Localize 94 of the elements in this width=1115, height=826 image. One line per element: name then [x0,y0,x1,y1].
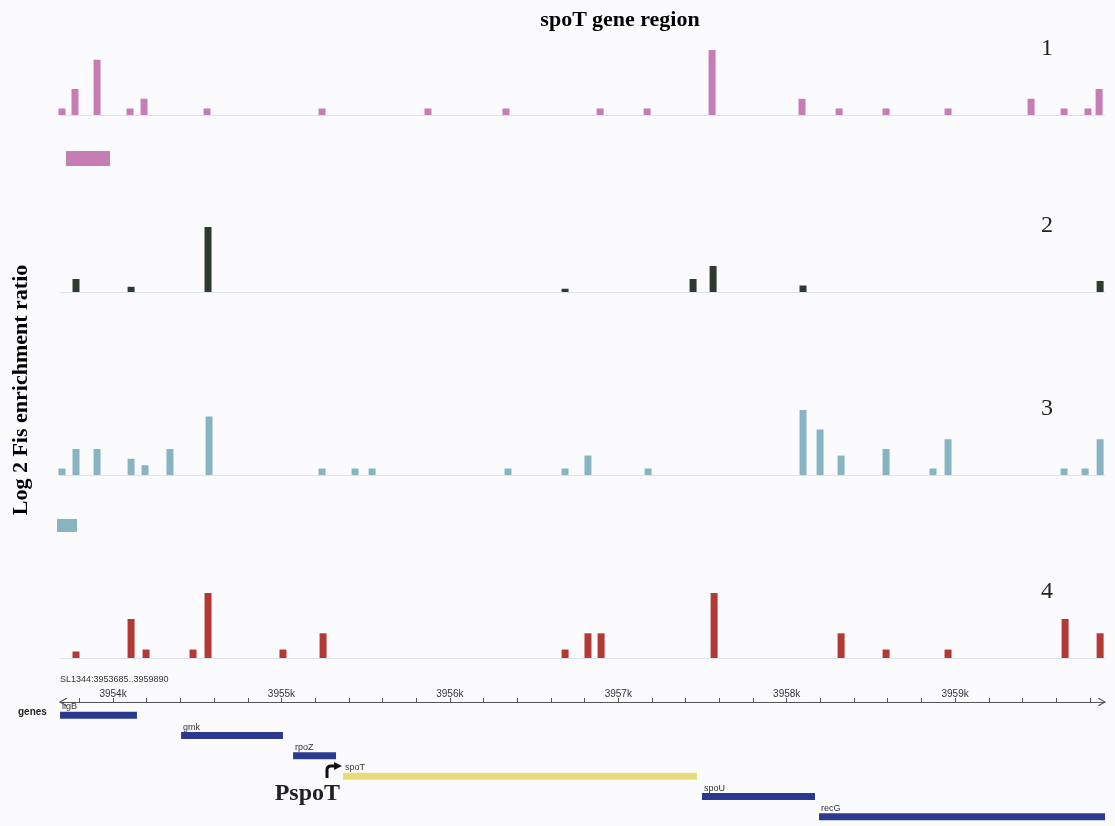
bar [318,108,326,115]
bar [944,649,952,658]
bar [1096,439,1104,475]
bar [584,455,592,475]
bar [882,649,890,658]
bar [1060,468,1068,475]
annotation: 3 [1041,394,1053,420]
bar [944,439,952,475]
x-tick-label: 3957k [604,687,633,699]
bar [93,449,101,475]
bar [1096,633,1104,658]
bar [1081,468,1089,475]
bar [127,286,135,292]
x-tick-label: 3956k [436,687,465,699]
bar [689,279,697,292]
text: SL1344:3953685..3959890 [60,673,169,684]
bar [561,468,569,475]
bar [882,449,890,475]
bar [204,593,212,658]
chart-title: genes [18,705,48,717]
bar [1084,108,1092,115]
y-tick-label: ligB [62,701,78,712]
x-tick-label: 3958k [773,687,802,699]
bar [502,108,510,115]
bar [319,633,327,658]
bar [1027,98,1035,115]
bar [644,468,652,475]
y-tick-label: recG [821,802,841,813]
bar [72,279,80,292]
bar [1095,89,1103,115]
x-tick-label: 3954k [99,687,128,699]
bar [799,285,807,292]
annotation: PspoT [274,779,340,805]
bar [1060,108,1068,115]
x-tick-label: 3955k [267,687,297,699]
bar [203,108,211,115]
bar [708,50,716,115]
bar [561,288,569,292]
bar [837,455,845,475]
bar [181,732,283,739]
bar [72,651,80,658]
bar [368,468,376,475]
bar [58,468,66,475]
bar [204,227,212,292]
bar [504,468,512,475]
bar [584,633,592,658]
bar [60,711,137,719]
bar [71,89,79,115]
bar [93,59,101,115]
bar [597,633,605,658]
bar [837,633,845,658]
y-axis-title: Log 2 Fis enrichment ratio [7,264,33,516]
bar [424,108,432,115]
bar [140,98,148,115]
bar [342,772,697,780]
bar [643,108,651,115]
annotation: 1 [1041,34,1053,60]
bar [127,458,135,475]
bar [189,649,197,658]
bar [127,619,135,658]
bar [351,468,359,475]
bar [318,468,326,475]
bar [166,449,174,475]
bar [819,813,1105,821]
bar [141,465,149,475]
bar [126,108,134,115]
bar [798,98,806,115]
chart-title: spoT gene region [539,6,701,32]
bar [882,108,890,115]
y-tick-label: spoT [344,762,366,773]
bar [279,649,287,658]
x-tick-label: 3959k [941,687,970,699]
y-tick-label: rpoZ [295,741,315,752]
bar [142,649,150,658]
bar [561,649,569,658]
bar [58,108,66,115]
bar [835,108,843,115]
bar [799,410,807,475]
annotation: 2 [1041,211,1053,237]
bar [701,793,815,800]
bar [72,449,80,475]
bar [293,752,337,760]
bar [596,108,604,115]
bar [816,429,824,475]
bar [205,416,213,475]
y-tick-label: gmk [183,721,201,732]
bar [1096,280,1104,292]
y-tick-label: spoU [703,782,725,793]
bar [929,468,937,475]
bar [944,108,952,115]
bar [1061,619,1069,658]
bar [710,593,718,658]
annotation: 4 [1041,577,1053,603]
bar [709,266,717,292]
